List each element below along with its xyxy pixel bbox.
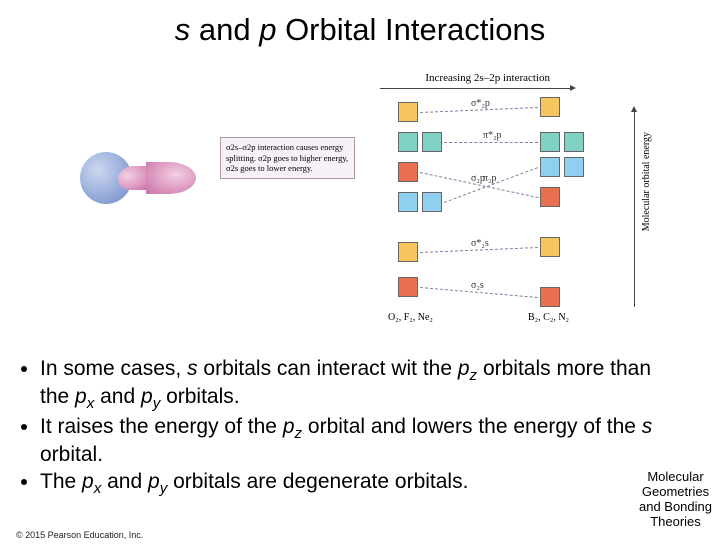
diagram: Increasing 2s–2p interaction σ2s–σ2p int… — [80, 72, 660, 332]
mo-label: σ₂s — [471, 280, 484, 291]
energy-axis-label: Molecular orbital energy — [641, 132, 652, 231]
p-orbital-lobe — [117, 166, 150, 190]
mo-box — [540, 157, 560, 177]
mo-label: σ*₂s — [471, 238, 489, 249]
mo-box — [540, 97, 560, 117]
mo-box — [398, 192, 418, 212]
mo-box — [540, 187, 560, 207]
right-molecules-label: B₂, C₂, N₂ — [528, 312, 569, 323]
bullet-item: In some cases, s orbitals can interact w… — [40, 357, 658, 413]
chapter-label: Molecular Geometries and Bonding Theorie… — [639, 470, 712, 530]
mo-box — [422, 192, 442, 212]
mo-box — [398, 102, 418, 122]
copyright-text: © 2015 Pearson Education, Inc. — [16, 530, 143, 540]
mo-label: π₂p — [483, 173, 497, 184]
mo-box — [540, 132, 560, 152]
mo-label: π*₂p — [483, 130, 502, 141]
bullet-item: It raises the energy of the pz orbital a… — [40, 415, 658, 468]
callout-box: σ2s–σ2p interaction causes energy splitt… — [220, 137, 355, 179]
mo-box — [398, 277, 418, 297]
mo-label: σ*₂p — [471, 98, 490, 109]
mo-box — [564, 132, 584, 152]
left-molecules-label: O₂, F₂, Ne₂ — [388, 312, 433, 323]
mo-box — [398, 242, 418, 262]
mo-box — [422, 132, 442, 152]
bullet-list: In some cases, s orbitals can interact w… — [18, 357, 658, 500]
increasing-interaction-label: Increasing 2s–2p interaction — [425, 72, 550, 84]
mo-box — [398, 132, 418, 152]
increasing-arrow — [380, 88, 570, 89]
p-orbital-lobe — [146, 162, 196, 194]
page-title: s and p Orbital Interactions — [0, 12, 720, 48]
mo-box — [540, 287, 560, 307]
mo-box — [564, 157, 584, 177]
mo-energy-diagram: σ*₂pπ*₂pσ₂pπ₂pσ*₂sσ₂s O₂, F₂, Ne₂ B₂, C₂… — [380, 92, 600, 307]
connector-line — [444, 142, 538, 143]
energy-axis — [634, 112, 635, 307]
bullet-item: The px and py orbitals are degenerate or… — [40, 470, 658, 498]
mo-box — [398, 162, 418, 182]
orbital-overlap-illustration — [80, 142, 210, 212]
mo-box — [540, 237, 560, 257]
